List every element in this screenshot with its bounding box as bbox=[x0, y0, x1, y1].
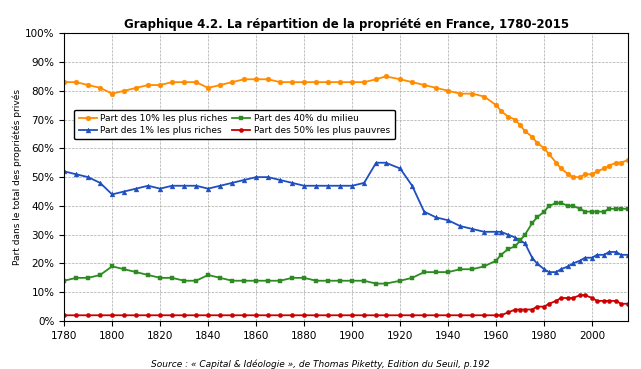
Part des 50% les plus pauvres bbox=[420, 313, 428, 317]
Part des 10% les plus riches bbox=[624, 158, 632, 162]
Part des 10% les plus riches bbox=[240, 77, 248, 82]
Part des 40% du milieu bbox=[84, 276, 92, 280]
Part des 40% du milieu bbox=[432, 270, 440, 274]
Part des 50% les plus pauvres bbox=[576, 293, 584, 297]
Part des 40% du milieu bbox=[132, 270, 140, 274]
Line: Part des 1% les plus riches: Part des 1% les plus riches bbox=[62, 160, 631, 275]
Part des 1% les plus riches bbox=[545, 270, 553, 274]
Part des 40% du milieu bbox=[624, 207, 632, 211]
Part des 10% les plus riches bbox=[169, 80, 176, 85]
Part des 40% du milieu bbox=[169, 276, 176, 280]
Part des 1% les plus riches bbox=[132, 186, 140, 191]
Part des 1% les plus riches bbox=[533, 261, 541, 266]
Part des 1% les plus riches bbox=[432, 215, 440, 220]
Part des 50% les plus pauvres bbox=[60, 313, 68, 317]
Line: Part des 10% les plus riches: Part des 10% les plus riches bbox=[62, 74, 631, 180]
Part des 10% les plus riches bbox=[84, 83, 92, 87]
Part des 10% les plus riches bbox=[60, 80, 68, 85]
Text: Source : « Capital & Idéologie », de Thomas Piketty, Edition du Seuil, p.192: Source : « Capital & Idéologie », de Tho… bbox=[151, 360, 490, 369]
Part des 10% les plus riches bbox=[132, 86, 140, 90]
Legend: Part des 10% les plus riches, Part des 1% les plus riches, Part des 40% du milie: Part des 10% les plus riches, Part des 1… bbox=[74, 110, 395, 139]
Part des 1% les plus riches bbox=[169, 183, 176, 188]
Part des 50% les plus pauvres bbox=[624, 301, 632, 306]
Part des 1% les plus riches bbox=[60, 169, 68, 173]
Part des 10% les plus riches bbox=[432, 86, 440, 90]
Part des 50% les plus pauvres bbox=[169, 313, 176, 317]
Y-axis label: Part dans le total des propriétés privés: Part dans le total des propriétés privés bbox=[13, 89, 22, 265]
Line: Part des 40% du milieu: Part des 40% du milieu bbox=[62, 201, 631, 286]
Part des 40% du milieu bbox=[240, 279, 248, 283]
Part des 10% les plus riches bbox=[382, 74, 390, 79]
Part des 40% du milieu bbox=[60, 279, 68, 283]
Part des 50% les plus pauvres bbox=[132, 313, 140, 317]
Part des 50% les plus pauvres bbox=[240, 313, 248, 317]
Part des 50% les plus pauvres bbox=[84, 313, 92, 317]
Line: Part des 50% les plus pauvres: Part des 50% les plus pauvres bbox=[62, 293, 630, 317]
Part des 1% les plus riches bbox=[240, 178, 248, 182]
Part des 40% du milieu bbox=[553, 201, 560, 205]
Part des 1% les plus riches bbox=[372, 161, 380, 165]
Part des 10% les plus riches bbox=[533, 140, 541, 145]
Part des 10% les plus riches bbox=[569, 175, 577, 179]
Part des 1% les plus riches bbox=[84, 175, 92, 179]
Title: Graphique 4.2. La répartition de la propriété en France, 1780-2015: Graphique 4.2. La répartition de la prop… bbox=[124, 18, 569, 31]
Part des 1% les plus riches bbox=[624, 253, 632, 257]
Part des 50% les plus pauvres bbox=[528, 307, 536, 312]
Part des 40% du milieu bbox=[533, 215, 541, 220]
Part des 40% du milieu bbox=[372, 282, 380, 286]
